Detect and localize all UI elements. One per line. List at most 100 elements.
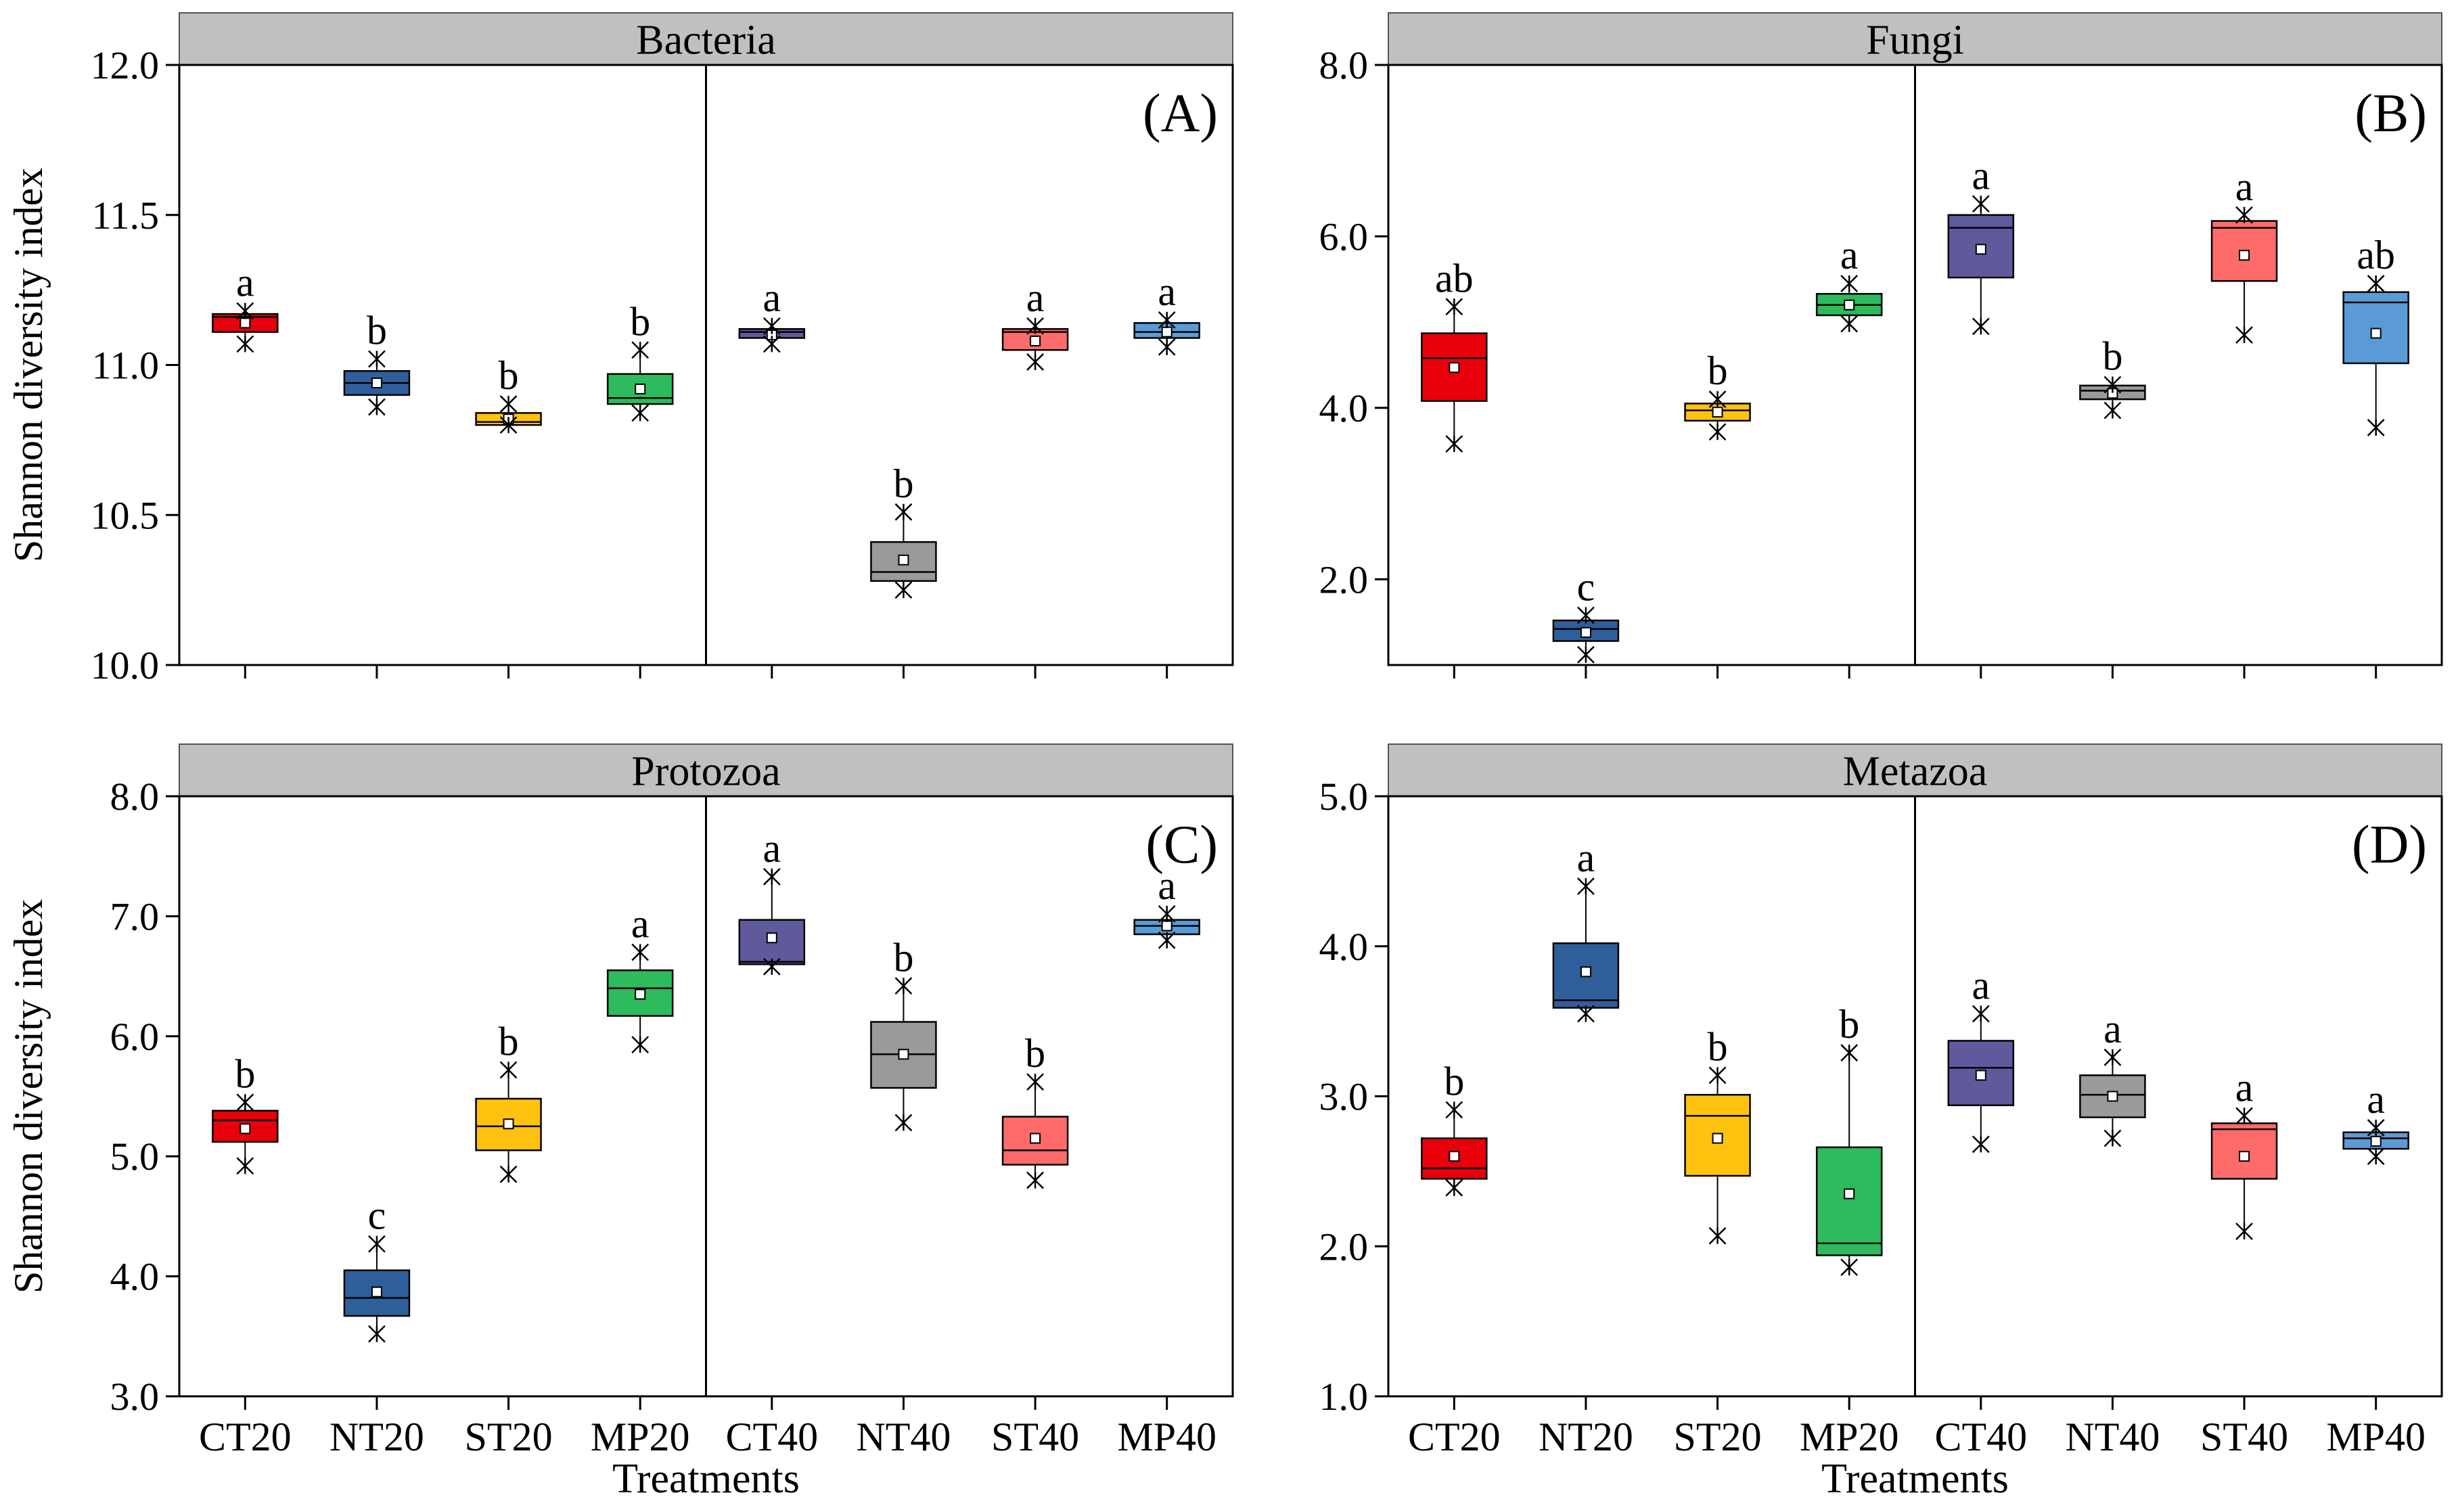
max-marker: [2235, 1107, 2253, 1125]
y-tick-label: 7.0: [110, 894, 160, 938]
x-tick-label-nt20: NT20: [1539, 1415, 1633, 1459]
min-marker: [236, 1157, 254, 1175]
significance-letter: a: [2235, 1065, 2254, 1109]
panel-label: (B): [2354, 84, 2427, 143]
y-tick-label: 2.0: [1319, 557, 1369, 601]
box-body: [475, 1097, 542, 1151]
significance-letter: b: [1839, 1002, 1859, 1047]
x-tick-label-mp20: MP20: [1800, 1415, 1899, 1459]
min-marker: [1445, 435, 1463, 453]
max-marker: [2103, 1048, 2122, 1066]
mean-marker: [1712, 407, 1723, 418]
max-marker: [1445, 1101, 1463, 1119]
box-ct20: b: [1421, 1059, 1488, 1197]
box-st40: a: [2210, 1065, 2278, 1240]
mean-marker: [1161, 920, 1173, 932]
y-tick-label: 11.5: [92, 193, 159, 237]
significance-letter: a: [1158, 269, 1176, 314]
max-marker: [368, 350, 386, 368]
max-marker: [1026, 1073, 1044, 1091]
min-marker: [499, 416, 518, 434]
mean-marker: [2107, 1091, 2118, 1102]
max-marker: [1708, 1066, 1727, 1084]
max-marker: [1158, 904, 1176, 923]
y-tick-label: 4.0: [1319, 386, 1369, 430]
significance-letter: b: [893, 461, 913, 506]
significance-letter: a: [1840, 233, 1859, 277]
min-marker: [631, 1036, 650, 1054]
min-marker: [631, 404, 650, 422]
box-body: [2342, 291, 2409, 365]
max-marker: [236, 1093, 254, 1112]
panel-title: Fungi: [1866, 18, 1964, 64]
min-marker: [1577, 645, 1595, 664]
min-marker: [1840, 1258, 1859, 1277]
box-nt20: b: [343, 308, 411, 416]
significance-letter: b: [499, 1019, 519, 1063]
box-ct20: a: [212, 260, 279, 353]
panel-label: (D): [2352, 815, 2427, 875]
significance-letter: b: [1444, 1059, 1464, 1103]
max-marker: [631, 341, 650, 359]
min-marker: [2235, 1222, 2253, 1240]
mean-marker: [240, 317, 251, 329]
panel-metazoa: Metazoa (D) 1.0 2.0 3.0 4.0 5.0 CT20 NT20 ST20 MP2…: [1319, 743, 2443, 1502]
max-marker: [1972, 1005, 1990, 1023]
significance-letter: b: [499, 353, 519, 398]
box-mp40: a: [1133, 863, 1200, 949]
significance-letter: b: [893, 935, 913, 980]
box-mp20: a: [1815, 233, 1883, 333]
min-marker: [2103, 401, 2122, 419]
significance-letter: a: [1972, 153, 1990, 198]
max-marker: [499, 395, 518, 413]
max-marker: [763, 317, 781, 335]
max-marker: [499, 1061, 518, 1079]
box-mp40: ab: [2342, 233, 2409, 436]
max-marker: [1972, 195, 1990, 213]
box-nt20: a: [1552, 835, 1620, 1023]
significance-letter: a: [763, 826, 781, 871]
min-marker: [1972, 317, 1990, 336]
max-marker: [1840, 275, 1859, 293]
mean-marker: [2370, 1136, 2382, 1147]
x-axis-label: Treatments: [1821, 1456, 2009, 1502]
significance-letter: b: [1708, 348, 1728, 393]
box-ct40: a: [1947, 153, 2015, 336]
box-nt40: b: [870, 935, 937, 1132]
box-st40: a: [2210, 164, 2278, 344]
mean-marker: [2370, 327, 2382, 339]
min-marker: [2235, 326, 2253, 344]
min-marker: [499, 1165, 518, 1183]
x-tick-label-nt40: NT40: [856, 1415, 951, 1459]
max-marker: [1577, 877, 1595, 895]
mean-marker: [371, 377, 382, 389]
y-tick-label: 11.0: [92, 344, 159, 388]
box-body: [1684, 1094, 1751, 1177]
max-marker: [1840, 1044, 1859, 1062]
mean-marker: [1975, 244, 1986, 255]
mean-marker: [635, 383, 646, 394]
mean-marker: [1030, 1132, 1041, 1144]
y-tick-label: 12.0: [91, 43, 160, 87]
y-tick-label: 3.0: [1319, 1075, 1369, 1119]
min-marker: [1158, 931, 1176, 949]
panel-strip: [179, 743, 1233, 797]
x-tick-label-ct40: CT40: [1934, 1415, 2027, 1459]
box-st20: b: [1684, 1024, 1751, 1245]
max-marker: [1708, 390, 1727, 409]
box-nt40: b: [870, 461, 937, 599]
mean-marker: [635, 988, 646, 1000]
significance-letter: a: [1026, 275, 1045, 320]
x-axis-label: Treatments: [612, 1456, 800, 1502]
panel-bacteria: Bacteria (A) 10.0 10.5 11.0 11.5 12.0 Shannon d…: [6, 12, 1234, 687]
significance-letter: b: [1025, 1031, 1045, 1076]
significance-letter: b: [235, 1051, 255, 1096]
max-marker: [1026, 317, 1044, 335]
x-tick-label-st40: ST40: [2200, 1415, 2288, 1459]
box-body: [1947, 214, 2015, 279]
box-ct40: a: [738, 826, 806, 976]
x-tick-label-nt20: NT20: [329, 1415, 424, 1459]
min-marker: [368, 1325, 386, 1343]
y-tick-label: 3.0: [110, 1375, 160, 1419]
